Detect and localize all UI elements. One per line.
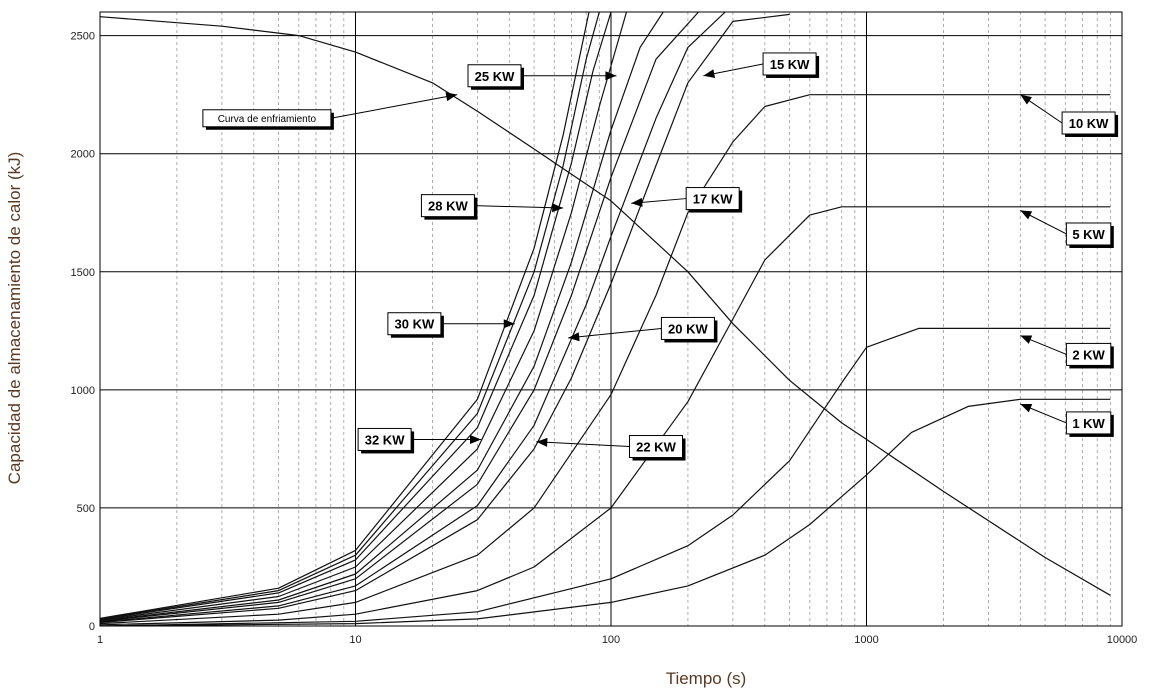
- series-line: [100, 16, 1111, 596]
- series-line: [100, 12, 726, 623]
- callout-label: 20 KW: [668, 321, 708, 336]
- callout-label: 2 KW: [1072, 347, 1105, 362]
- x-axis-label: Tiempo (s): [666, 669, 747, 688]
- callout-label: 32 KW: [365, 432, 405, 447]
- callout-leader: [330, 94, 458, 119]
- callout-box: [202, 109, 332, 128]
- callout-label: 15 KW: [770, 57, 810, 72]
- callout-leader: [568, 327, 662, 339]
- callout-arrowhead: [1020, 210, 1033, 220]
- callout-box: [357, 427, 412, 451]
- callout-box: [762, 52, 817, 76]
- tick-labels: 1 10 100 1000 10000 0 500 1000 1500 2000 2500: [71, 31, 1138, 646]
- callout-label: 28 KW: [428, 199, 468, 214]
- series-line: [100, 12, 699, 622]
- series-line: [100, 12, 628, 621]
- x-tick-label: 10000: [1107, 634, 1138, 646]
- callout-arrowhead: [1020, 404, 1033, 413]
- y-tick-label: 1500: [71, 267, 95, 279]
- callout-box: [660, 316, 715, 340]
- callout-label: 22 KW: [636, 440, 676, 455]
- callout-box: [1065, 411, 1112, 435]
- x-tick-label: 1: [97, 634, 103, 646]
- callout-label: Curva de enfriamiento: [218, 114, 317, 125]
- callout-box: [1061, 111, 1116, 135]
- x-tick-label: 1000: [854, 634, 878, 646]
- callout-label: 10 KW: [1069, 116, 1109, 131]
- callout-label: 17 KW: [693, 192, 733, 207]
- callout-arrowhead: [503, 319, 515, 329]
- series-line: [100, 206, 1111, 626]
- y-axis-label: Capacidad de almacenamiento de calor (kJ…: [5, 152, 24, 485]
- callout-arrowhead: [568, 332, 580, 342]
- callout-box: [1065, 222, 1112, 246]
- callout-arrowhead: [605, 71, 617, 81]
- plot-frame: [99, 11, 1123, 627]
- y-tick-label: 0: [89, 621, 95, 633]
- callout-leader: [474, 205, 564, 209]
- minor-gridlines: [176, 12, 1111, 626]
- callout-box: [1065, 342, 1112, 366]
- series-line: [100, 12, 590, 619]
- callout-arrowhead: [536, 437, 548, 447]
- callout-arrowhead: [552, 203, 564, 213]
- series-line: [100, 94, 1111, 625]
- callout-label: 25 KW: [475, 69, 515, 84]
- y-tick-label: 500: [77, 503, 95, 515]
- callout-arrowhead: [1020, 94, 1032, 105]
- callout-label: 30 KW: [395, 317, 435, 332]
- callout-box: [628, 435, 683, 459]
- series-line: [100, 12, 600, 620]
- callout-box: [387, 312, 442, 336]
- callouts: Curva de enfriamiento 25 KW 15 KW 10 KW 28 K…: [202, 52, 1119, 461]
- callout-arrowhead: [470, 434, 482, 444]
- x-tick-label: 10: [349, 634, 361, 646]
- series-lines: [100, 12, 1111, 626]
- series-line: [100, 398, 1111, 626]
- x-tick-label: 100: [602, 634, 620, 646]
- y-tick-label: 2500: [71, 31, 95, 43]
- series-line: [100, 12, 612, 620]
- series-line: [100, 327, 1111, 626]
- callout-leader: [536, 441, 630, 448]
- major-gridlines: [99, 12, 1123, 627]
- series-line: [100, 13, 790, 624]
- series-line: [100, 12, 664, 622]
- callout-label: 5 KW: [1072, 227, 1105, 242]
- callout-label: 1 KW: [1072, 416, 1105, 431]
- callout-arrowhead: [1020, 335, 1033, 344]
- callout-arrowhead: [445, 92, 458, 102]
- callout-arrowhead: [703, 69, 716, 79]
- callout-arrowhead: [631, 197, 643, 207]
- y-tick-label: 2000: [71, 149, 95, 161]
- callout-box: [685, 187, 740, 211]
- callout-box: [467, 64, 522, 88]
- y-tick-label: 1000: [71, 385, 95, 397]
- callout-box: [420, 194, 475, 218]
